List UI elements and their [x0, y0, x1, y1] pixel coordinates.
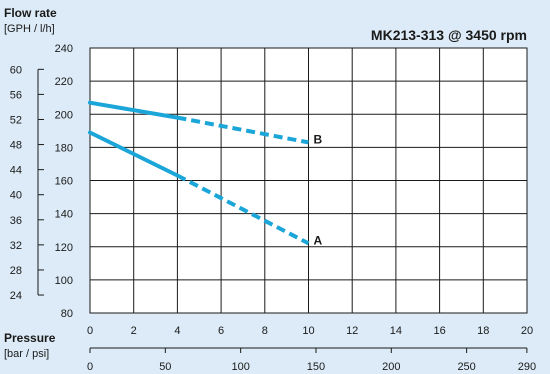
plot-frame — [89, 47, 528, 314]
y-tick-label-gph: 60 — [10, 64, 22, 76]
y-tick-label-gph: 48 — [10, 140, 22, 152]
y-tick-label-lh: 80 — [61, 308, 73, 320]
x-tick-label-psi: 0 — [87, 361, 93, 373]
chart-title: MK213-313 @ 3450 rpm — [371, 27, 527, 43]
y-tick-label-gph: 28 — [10, 265, 22, 277]
x-tick-label-bar: 2 — [131, 325, 137, 337]
x-tick-label-bar: 16 — [433, 325, 445, 337]
x-tick-label-psi: 200 — [382, 361, 400, 373]
y-tick-label-lh: 120 — [55, 242, 73, 254]
y-tick-label-gph: 32 — [10, 240, 22, 252]
y-tick-label-gph: 56 — [10, 89, 22, 101]
series-b-dashed-line — [177, 115, 309, 145]
y-tick-label-gph: 24 — [10, 290, 22, 302]
chart-marks: 0 2 4 6 8 10 12 14 16 18 2080100120140160180200220… — [10, 43, 536, 373]
y-tick-label-lh: 220 — [55, 76, 73, 88]
y-tick-label-lh: 100 — [55, 275, 73, 287]
y-tick-label-lh: 240 — [55, 43, 73, 55]
y-tick-label-gph: 52 — [10, 114, 22, 126]
x-tick-label-psi: 50 — [159, 361, 171, 373]
x-tick-label-bar: 10 — [302, 325, 314, 337]
x-tick-label-psi: 100 — [231, 361, 249, 373]
x-tick-label-bar: 8 — [262, 325, 268, 337]
x-tick-label-psi: 290 — [518, 361, 536, 373]
x-tick-label-bar: 12 — [346, 325, 358, 337]
x-tick-label-bar: 0 — [87, 325, 93, 337]
y-tick-label-lh: 140 — [55, 209, 73, 221]
y-tick-label-lh: 160 — [55, 176, 73, 188]
x-tick-label-bar: 14 — [390, 325, 402, 337]
x-tick-label-bar: 6 — [218, 325, 224, 337]
x-tick-label-bar: 4 — [174, 325, 180, 337]
y-tick-label-gph: 36 — [10, 215, 22, 227]
x-tick-label-bar: 20 — [521, 325, 533, 337]
x-tick-label-bar: 18 — [477, 325, 489, 337]
grid-lines — [37, 47, 528, 353]
x-axis-units: [bar / psi] — [4, 348, 49, 360]
y-tick-label-lh: 180 — [55, 142, 73, 154]
series-a-solid-line — [88, 130, 180, 178]
y-tick-label-gph: 40 — [10, 190, 22, 202]
series-label-a: A — [314, 233, 323, 247]
y-axis-units: [GPH / l/h] — [4, 23, 55, 35]
x-axis-title: Pressure — [4, 331, 56, 345]
x-tick-label-psi: 250 — [457, 361, 475, 373]
series-label-b: B — [314, 132, 323, 146]
y-tick-label-gph: 44 — [10, 165, 22, 177]
y-tick-label-lh: 200 — [55, 109, 73, 121]
series-a-dashed-line — [176, 173, 310, 246]
series-b-solid-line — [88, 100, 180, 120]
x-tick-label-psi: 150 — [307, 361, 325, 373]
y-axis-title: Flow rate — [4, 6, 57, 20]
